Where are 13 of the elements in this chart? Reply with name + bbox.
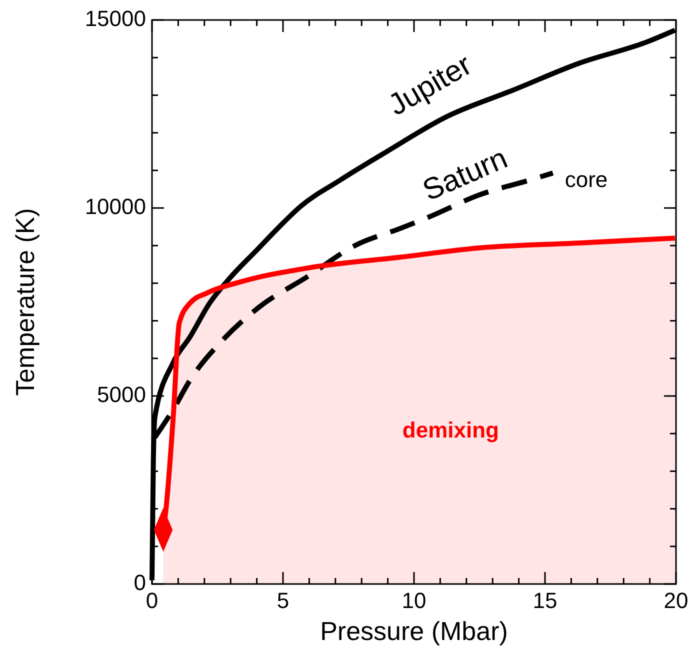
y-axis-title: Temperature (K) — [10, 208, 40, 396]
x-tick-label: 20 — [664, 588, 688, 613]
y-tick-label: 0 — [134, 570, 146, 595]
x-tick-label: 10 — [402, 588, 426, 613]
y-tick-label: 5000 — [97, 382, 146, 407]
y-tick-label: 10000 — [84, 194, 146, 219]
y-tick-label: 15000 — [84, 6, 146, 31]
text: Saturn — [418, 142, 512, 208]
x-axis-title: Pressure (Mbar) — [320, 616, 508, 646]
x-tick-label: 15 — [532, 588, 558, 613]
series-label: demixing — [402, 418, 499, 443]
x-tick-label: 5 — [276, 588, 290, 613]
annotation: core — [564, 166, 608, 192]
